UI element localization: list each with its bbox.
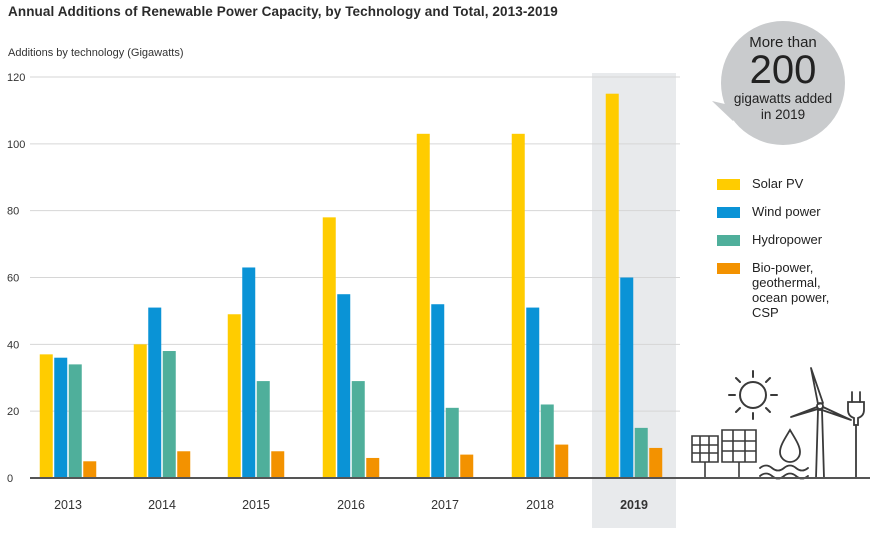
legend-swatch-wind [717, 207, 740, 218]
callout-bubble: More than 200 gigawatts added in 2019 [712, 21, 845, 145]
y-tick-label: 0 [7, 473, 13, 485]
y-axis-title: Additions by technology (Gigawatts) [8, 47, 184, 59]
highlight-band-2019 [592, 73, 676, 528]
wind-turbine-icon [790, 367, 852, 479]
solar-panel-icon [691, 429, 757, 478]
bar [445, 407, 459, 478]
x-tick-label: 2017 [431, 498, 459, 512]
legend-label-bio: Bio-power, geothermal, ocean power, CSP [752, 260, 830, 320]
bar [366, 457, 380, 478]
y-tick-labels: 0 20 40 60 80 100 120 [7, 72, 25, 485]
bar [555, 444, 569, 478]
grid-lines [30, 76, 680, 412]
x-tick-label: 2016 [337, 498, 365, 512]
legend-swatch-hydro [717, 235, 740, 246]
bar [177, 451, 191, 478]
x-tick-label: 2019 [620, 498, 648, 512]
bar [620, 277, 634, 478]
bar [416, 133, 430, 478]
legend: Solar PV Wind power Hydropower Bio-power… [717, 176, 867, 333]
bar [54, 357, 68, 478]
sun-icon [728, 370, 778, 420]
y-tick-label: 80 [7, 206, 19, 218]
legend-label-solar: Solar PV [752, 176, 804, 191]
bar [242, 267, 256, 478]
legend-label-wind: Wind power [752, 204, 821, 219]
bar [322, 217, 336, 478]
bar [256, 381, 270, 478]
bar [337, 294, 351, 478]
x-tick-label: 2015 [242, 498, 270, 512]
x-tick-label: 2013 [54, 498, 82, 512]
bar [271, 451, 285, 478]
callout-line2: gigawatts added [734, 91, 832, 106]
legend-item-hydro: Hydropower [717, 232, 867, 247]
plug-icon [847, 391, 865, 479]
legend-item-wind: Wind power [717, 204, 867, 219]
bar [511, 133, 525, 478]
bar [133, 344, 147, 478]
bar [39, 354, 53, 478]
y-tick-label: 100 [7, 139, 25, 151]
bar [83, 461, 97, 478]
callout-line3: in 2019 [761, 107, 805, 122]
bar [540, 404, 554, 478]
bar [227, 314, 241, 478]
legend-item-solar: Solar PV [717, 176, 867, 191]
water-drop-icon [759, 428, 809, 480]
legend-label-hydro: Hydropower [752, 232, 823, 247]
legend-swatch-bio [717, 263, 740, 274]
y-tick-label: 120 [7, 72, 25, 84]
bar [162, 351, 176, 478]
callout-line1: More than [749, 34, 817, 51]
x-tick-labels: 2013 2014 2015 2016 2017 2018 2019 [54, 498, 648, 512]
bar [526, 307, 540, 478]
legend-item-bio: Bio-power, geothermal, ocean power, CSP [717, 260, 867, 320]
bar [460, 454, 474, 478]
x-tick-label: 2014 [148, 498, 176, 512]
bar [634, 427, 648, 478]
y-tick-label: 20 [7, 406, 19, 418]
bar [351, 381, 365, 478]
y-tick-label: 40 [7, 339, 19, 351]
bar [431, 304, 445, 478]
bar [605, 93, 619, 478]
chart-title: Annual Additions of Renewable Power Capa… [8, 4, 558, 19]
legend-swatch-solar [717, 179, 740, 190]
bars [39, 93, 663, 478]
y-tick-label: 60 [7, 273, 19, 285]
bar [68, 364, 82, 478]
bar [649, 447, 663, 478]
x-tick-label: 2018 [526, 498, 554, 512]
bar [148, 307, 162, 478]
callout-number: 200 [750, 48, 817, 92]
